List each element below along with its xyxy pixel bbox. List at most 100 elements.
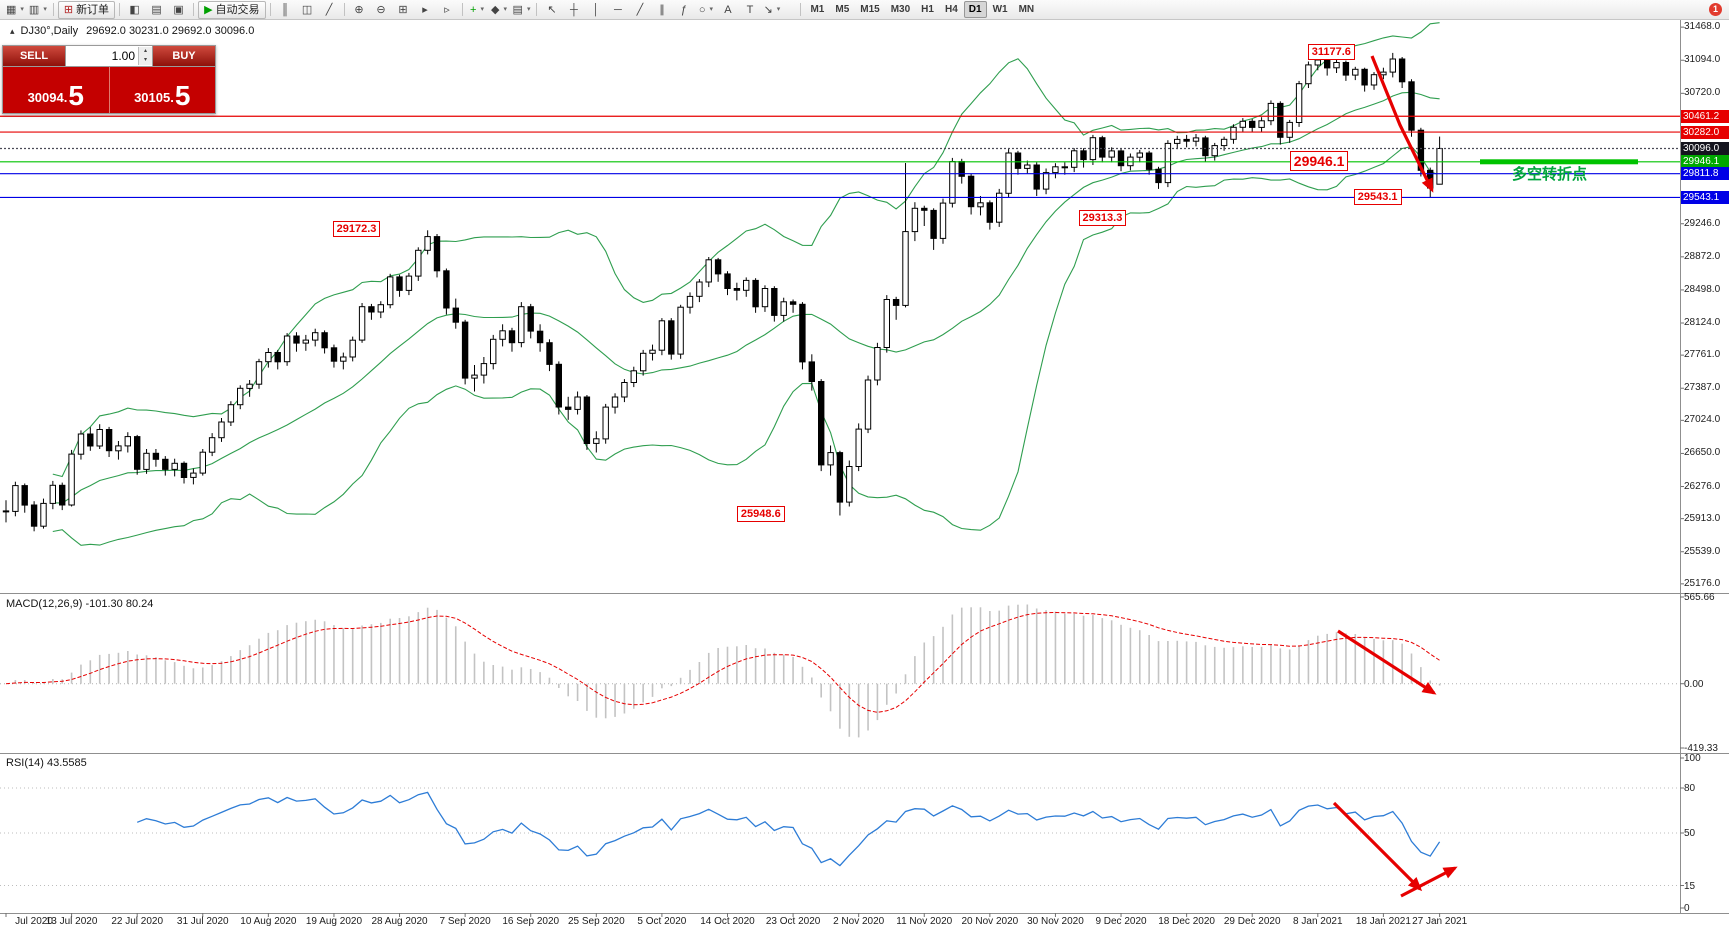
chart-symbol-icon: ▴ (10, 25, 15, 36)
dropdown-arrow-icon[interactable]: ▾ (709, 5, 714, 13)
price-label-29946-1[interactable]: 29946.1 (1289, 150, 1349, 171)
arrow-objects-icon[interactable]: ↘ ▾ (761, 2, 782, 18)
timeframe-h1[interactable]: H1 (921, 4, 934, 15)
main-down-arrow[interactable] (1370, 55, 1434, 193)
time-periods-icon[interactable]: ◆ ▾ (489, 2, 510, 18)
timeframe-h4[interactable]: H4 (944, 4, 958, 15)
price-label-29313-3[interactable]: 29313.3 (1078, 209, 1127, 226)
text-label-icon[interactable]: T (739, 2, 760, 18)
date-label: 14 Oct 2020 (700, 916, 755, 927)
crosshair-icon[interactable]: ┼ (563, 2, 584, 18)
timeframe-m1[interactable]: M1 (810, 4, 825, 15)
chart-symbol-period: DJ30°,Daily (20, 25, 79, 37)
text-icon[interactable]: A (717, 2, 738, 18)
price-tick-label: 25539.0 (1684, 545, 1721, 557)
fibonacci-retracement-icon-glyph: ƒ (680, 3, 688, 16)
price-tick-label: 28872.0 (1684, 250, 1721, 262)
sell-price-button[interactable]: 30094. 5 (3, 67, 110, 113)
cursor-icon[interactable]: ↖ (541, 2, 562, 18)
timeframe-w1[interactable]: W1 (992, 4, 1008, 15)
dropdown-arrow-icon[interactable]: ▾ (43, 5, 47, 13)
notification-badge[interactable]: 1 (1709, 3, 1722, 16)
bollinger-upper-band[interactable] (52, 22, 1440, 478)
profiles-icon-glyph: ▥ (28, 3, 40, 16)
navigator-icon[interactable]: ▤ (146, 2, 167, 18)
bollinger-middle-band[interactable] (52, 91, 1440, 504)
chart-shift-icon[interactable]: ▹ (437, 2, 458, 18)
price-label-29172-3[interactable]: 29172.3 (332, 221, 381, 238)
lot-size-value[interactable]: 1.00 (111, 49, 135, 63)
timeframe-mn[interactable]: MN (1018, 4, 1035, 15)
indicators-icon[interactable]: + ▾ (467, 2, 488, 18)
zoom-out-icon[interactable]: ⊖ (371, 2, 392, 18)
shapes-icon[interactable]: ○ ▾ (695, 2, 716, 18)
dropdown-arrow-icon[interactable]: ▾ (503, 5, 508, 13)
profiles-icon[interactable]: ▥ ▾ (27, 2, 49, 18)
bar-chart-icon[interactable]: ║ (275, 2, 296, 18)
thick-line-segment[interactable] (1480, 159, 1638, 165)
rsi-up-arrow[interactable] (1400, 866, 1458, 898)
lot-spinner: ▴ ▾ (138, 47, 152, 65)
equidistant-channel-icon-glyph: ∥ (659, 3, 665, 16)
autotrading-button[interactable]: ▶ 自动交易 (198, 0, 266, 19)
timeframe-m30[interactable]: M30 (890, 4, 911, 15)
price-tick-label: 31468.0 (1684, 21, 1721, 33)
timeframe-m15[interactable]: M15 (860, 4, 880, 15)
equidistant-channel-icon[interactable]: ∥ (651, 2, 672, 18)
market-watch-icon[interactable]: ◧ (124, 2, 145, 18)
dropdown-arrow-icon[interactable]: ▾ (776, 5, 781, 13)
buy-price-button[interactable]: 30105. 5 (110, 67, 216, 113)
toolbar-separator (343, 3, 345, 16)
buy-price-big-digit: 5 (174, 80, 191, 111)
buy-button[interactable]: BUY (153, 46, 215, 66)
timeframe-m5[interactable]: M5 (835, 4, 850, 15)
new-chart-icon[interactable]: ▦ ▾ (4, 2, 26, 18)
price-label-25948-6[interactable]: 25948.6 (736, 506, 785, 523)
bollinger-lower-band[interactable] (52, 145, 1440, 546)
candlestick-series (2, 52, 1443, 532)
new-order-glyph: ⊞ (63, 3, 74, 16)
zoom-in-icon[interactable]: ⊕ (349, 2, 370, 18)
macd-down-arrow[interactable] (1337, 629, 1437, 695)
trendline-icon-glyph: ╱ (636, 3, 644, 16)
macd-indicator-label: MACD(12,26,9) -101.30 80.24 (6, 598, 154, 610)
date-label: 20 Nov 2020 (961, 916, 1019, 927)
auto-scroll-icon[interactable]: ▸ (415, 2, 436, 18)
dropdown-arrow-icon[interactable]: ▾ (480, 5, 484, 13)
tile-windows-icon-glyph: ⊞ (398, 3, 408, 16)
dropdown-arrow-icon[interactable]: ▾ (20, 5, 24, 13)
price-badge: 30461.2 (1681, 109, 1729, 123)
dropdown-arrow-icon[interactable]: ▾ (526, 5, 531, 13)
rsi-indicator-label: RSI(14) 43.5585 (6, 757, 87, 769)
turning-point-callout[interactable]: 多空转折点 (1512, 166, 1588, 183)
new-order-button[interactable]: ⊞ 新订单 (57, 0, 116, 19)
timeframe-d1[interactable]: D1 (963, 1, 987, 18)
toolbar-separator (52, 3, 54, 16)
templates-icon[interactable]: ▤ ▾ (511, 2, 533, 18)
time-periods-icon-glyph: ◆ (491, 3, 500, 16)
templates-icon-glyph: ▤ (512, 3, 523, 16)
price-label-31177-6[interactable]: 31177.6 (1307, 43, 1355, 60)
lot-decrease-button[interactable]: ▾ (139, 56, 152, 65)
vertical-line-icon[interactable]: │ (585, 2, 606, 18)
trendline-icon[interactable]: ╱ (629, 2, 650, 18)
price-tick-label: 28498.0 (1684, 283, 1721, 295)
fibonacci-retracement-icon[interactable]: ƒ (673, 2, 694, 18)
tile-windows-icon[interactable]: ⊞ (393, 2, 414, 18)
horizontal-line-icon[interactable]: ─ (607, 2, 628, 18)
sell-button[interactable]: SELL (3, 46, 65, 66)
rsi-down-arrow[interactable] (1332, 801, 1423, 892)
price-label-29543-1[interactable]: 29543.1 (1353, 189, 1402, 206)
lot-increase-button[interactable]: ▴ (139, 47, 152, 56)
date-label: 10 Aug 2020 (240, 916, 297, 927)
buy-price-main: 30105. (134, 90, 174, 105)
line-chart-icon[interactable]: ╱ (319, 2, 340, 18)
terminal-icon[interactable]: ▣ (168, 2, 189, 18)
rsi-line (136, 791, 1441, 867)
zoom-in-icon-glyph: ⊕ (354, 3, 364, 16)
rsi-tick-label: 0 (1684, 903, 1690, 914)
candlestick-chart-icon[interactable]: ◫ (297, 2, 318, 18)
lot-size-field[interactable]: 1.00 ▴ ▾ (65, 46, 153, 66)
